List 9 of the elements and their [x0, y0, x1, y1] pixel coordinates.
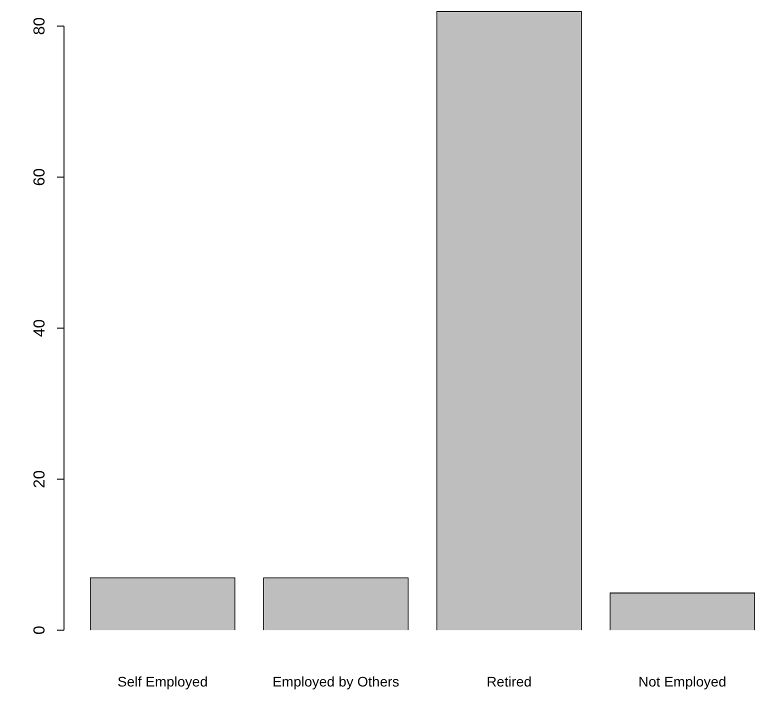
y-tick-label: 20 [31, 470, 48, 488]
x-tick-label: Not Employed [638, 673, 726, 690]
y-tick-label: 60 [31, 168, 48, 186]
y-tick-label: 80 [31, 17, 48, 35]
y-tick-label: 40 [31, 319, 48, 338]
y-tick-label: 0 [31, 626, 48, 635]
x-tick-label: Retired [486, 673, 532, 690]
x-tick-label: Employed by Others [272, 673, 400, 690]
x-tick-label: Self Employed [117, 673, 208, 690]
